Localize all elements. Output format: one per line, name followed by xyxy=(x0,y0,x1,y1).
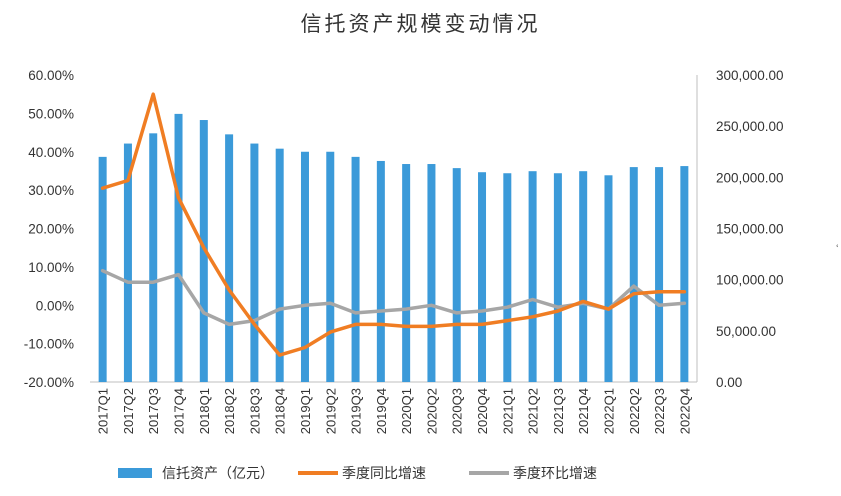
x-tick-label: 2018Q2 xyxy=(222,388,237,434)
bar xyxy=(123,143,132,382)
x-tick-label: 2019Q4 xyxy=(374,388,389,434)
legend-label: 季度环比增速 xyxy=(513,465,597,481)
right-tick-label: 50,000.00 xyxy=(716,324,776,339)
legend: 信托资产（亿元） 季度同比增速 季度环比增速 xyxy=(118,465,597,481)
x-tick-label: 2017Q3 xyxy=(146,388,161,434)
left-tick-label: 40.00% xyxy=(28,145,74,160)
x-tick-label: 2021Q4 xyxy=(576,388,591,434)
left-tick-label: 50.00% xyxy=(28,106,74,121)
x-tick-label: 2020Q3 xyxy=(450,388,465,434)
bar xyxy=(275,148,284,382)
left-tick-label: 0.00% xyxy=(36,298,74,313)
right-tick-label: 250,000.00 xyxy=(716,119,784,134)
legend-label: 信托资产（亿元） xyxy=(162,465,274,481)
series-line xyxy=(100,92,687,357)
left-tick-label: -10.00% xyxy=(24,337,74,352)
bar xyxy=(174,113,183,383)
x-tick-label: 2022Q4 xyxy=(677,388,692,434)
chart-title: 信托资产规模变动情况 xyxy=(300,12,541,36)
bar xyxy=(553,173,562,382)
bar xyxy=(427,164,436,382)
series-line xyxy=(100,268,687,327)
legend-label: 季度同比增速 xyxy=(342,465,426,481)
bar xyxy=(528,171,537,382)
x-tick-label: 2019Q3 xyxy=(349,388,364,434)
right-tick-label: 100,000.00 xyxy=(716,273,784,288)
left-tick-label: 10.00% xyxy=(28,260,74,275)
bar xyxy=(579,171,588,382)
left-tick-label: 30.00% xyxy=(28,183,74,198)
bar xyxy=(351,156,360,382)
bar xyxy=(478,172,487,382)
left-tick-label: 20.00% xyxy=(28,222,74,237)
x-tick-label: 2021Q2 xyxy=(526,388,541,434)
x-tick-label: 2017Q1 xyxy=(96,388,111,434)
x-tick-label: 2022Q2 xyxy=(627,388,642,434)
bar xyxy=(300,151,309,382)
x-tick-label: 2019Q1 xyxy=(298,388,313,434)
right-axis: 0.00 50,000.00 100,000.00 150,000.00 200,000… xyxy=(716,68,784,390)
legend-swatch-bar xyxy=(118,468,152,478)
left-tick-label: 60.00% xyxy=(28,68,74,83)
x-tick-label: 2020Q2 xyxy=(424,388,439,434)
line-series xyxy=(100,92,687,357)
bar xyxy=(629,167,638,382)
bar xyxy=(376,160,385,382)
x-axis-labels: 2017Q1 2017Q2 2017Q3 2017Q4 2018Q1 2018Q2 2018… xyxy=(96,388,693,434)
bar-series xyxy=(98,113,689,383)
bar xyxy=(604,175,613,382)
bar xyxy=(680,166,689,382)
bar xyxy=(326,151,335,382)
right-tick-label: 300,000.00 xyxy=(716,68,784,83)
bar xyxy=(503,173,512,382)
x-tick-label: 2019Q2 xyxy=(323,388,338,434)
x-tick-label: 2018Q4 xyxy=(273,388,288,434)
bar xyxy=(149,133,158,382)
right-tick-label: 150,000.00 xyxy=(716,222,784,237)
left-axis: -20.00% -10.00% 0.00% 10.00% 20.00% 30.00% 40.… xyxy=(24,68,74,390)
bar xyxy=(225,134,234,382)
bar xyxy=(402,164,411,382)
x-tick-label: 2017Q2 xyxy=(121,388,136,434)
right-tick-label: 0.00 xyxy=(716,375,742,390)
x-tick-label: 2022Q1 xyxy=(601,388,616,434)
bar xyxy=(250,143,259,382)
x-tick-label: 2021Q1 xyxy=(500,388,515,434)
x-tick-label: 2018Q1 xyxy=(197,388,212,434)
x-tick-label: 2020Q1 xyxy=(399,388,414,434)
bar xyxy=(655,167,664,382)
x-tick-label: 2021Q3 xyxy=(551,388,566,434)
x-tick-label: 2022Q3 xyxy=(652,388,667,434)
x-tick-label: 2017Q4 xyxy=(172,388,187,434)
bar xyxy=(452,168,461,382)
x-tick-label: 2018Q3 xyxy=(247,388,262,434)
axis-lines xyxy=(90,75,698,383)
left-tick-label: -20.00% xyxy=(24,375,74,390)
x-tick-label: 2020Q4 xyxy=(475,388,490,434)
side-mark: ʿ xyxy=(836,244,840,255)
right-tick-label: 200,000.00 xyxy=(716,170,784,185)
